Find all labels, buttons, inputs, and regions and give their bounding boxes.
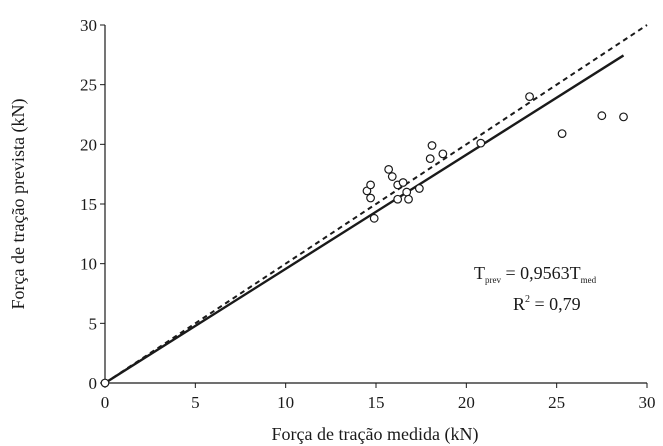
- y-tick-label: 30: [80, 16, 97, 35]
- data-point: [398, 178, 408, 187]
- data-point: [414, 184, 424, 193]
- identity-line: [104, 24, 648, 384]
- regression-annotation: Tprev = 0,9563Tmed R2 = 0,79: [474, 263, 597, 314]
- y-tick-label: 15: [80, 195, 97, 214]
- data-point: [404, 194, 413, 204]
- data-point: [384, 164, 394, 174]
- data-point: [557, 129, 567, 138]
- data-point: [393, 194, 403, 204]
- data-series: [100, 24, 648, 388]
- x-tick-label: 0: [101, 393, 110, 412]
- r-squared: R2 = 0,79: [513, 294, 581, 314]
- y-tick-label: 5: [89, 314, 98, 333]
- y-axis-title: Força de tração prevista (kN): [8, 99, 29, 310]
- y-tick-label: 20: [80, 135, 97, 154]
- regression-equation: Tprev = 0,9563Tmed: [474, 263, 597, 285]
- regression-line: [104, 54, 625, 385]
- data-point: [366, 193, 375, 203]
- data-point: [427, 141, 437, 150]
- y-tick-label: 0: [89, 374, 98, 393]
- x-tick-label: 30: [639, 393, 656, 412]
- y-tick-label: 10: [80, 255, 97, 274]
- x-axis-title: Força de tração medida (kN): [272, 424, 479, 445]
- data-point: [387, 172, 397, 181]
- y-tick-label: 25: [80, 76, 97, 95]
- x-tick-label: 15: [368, 393, 385, 412]
- data-point: [476, 138, 486, 148]
- data-point: [369, 213, 379, 223]
- x-tick-label: 10: [277, 393, 294, 412]
- data-point: [438, 149, 448, 159]
- data-point: [425, 154, 435, 164]
- data-point: [402, 187, 412, 197]
- data-point: [525, 92, 534, 101]
- x-tick-label: 20: [458, 393, 475, 412]
- data-point: [366, 180, 375, 190]
- x-tick-label: 5: [191, 393, 200, 412]
- data-point: [100, 378, 110, 388]
- axes: 0 5 10 15 20 25 30 0 5 10 15 20 25 30: [80, 16, 656, 412]
- data-point: [619, 112, 628, 122]
- data-point: [597, 111, 607, 121]
- x-tick-label: 25: [548, 393, 565, 412]
